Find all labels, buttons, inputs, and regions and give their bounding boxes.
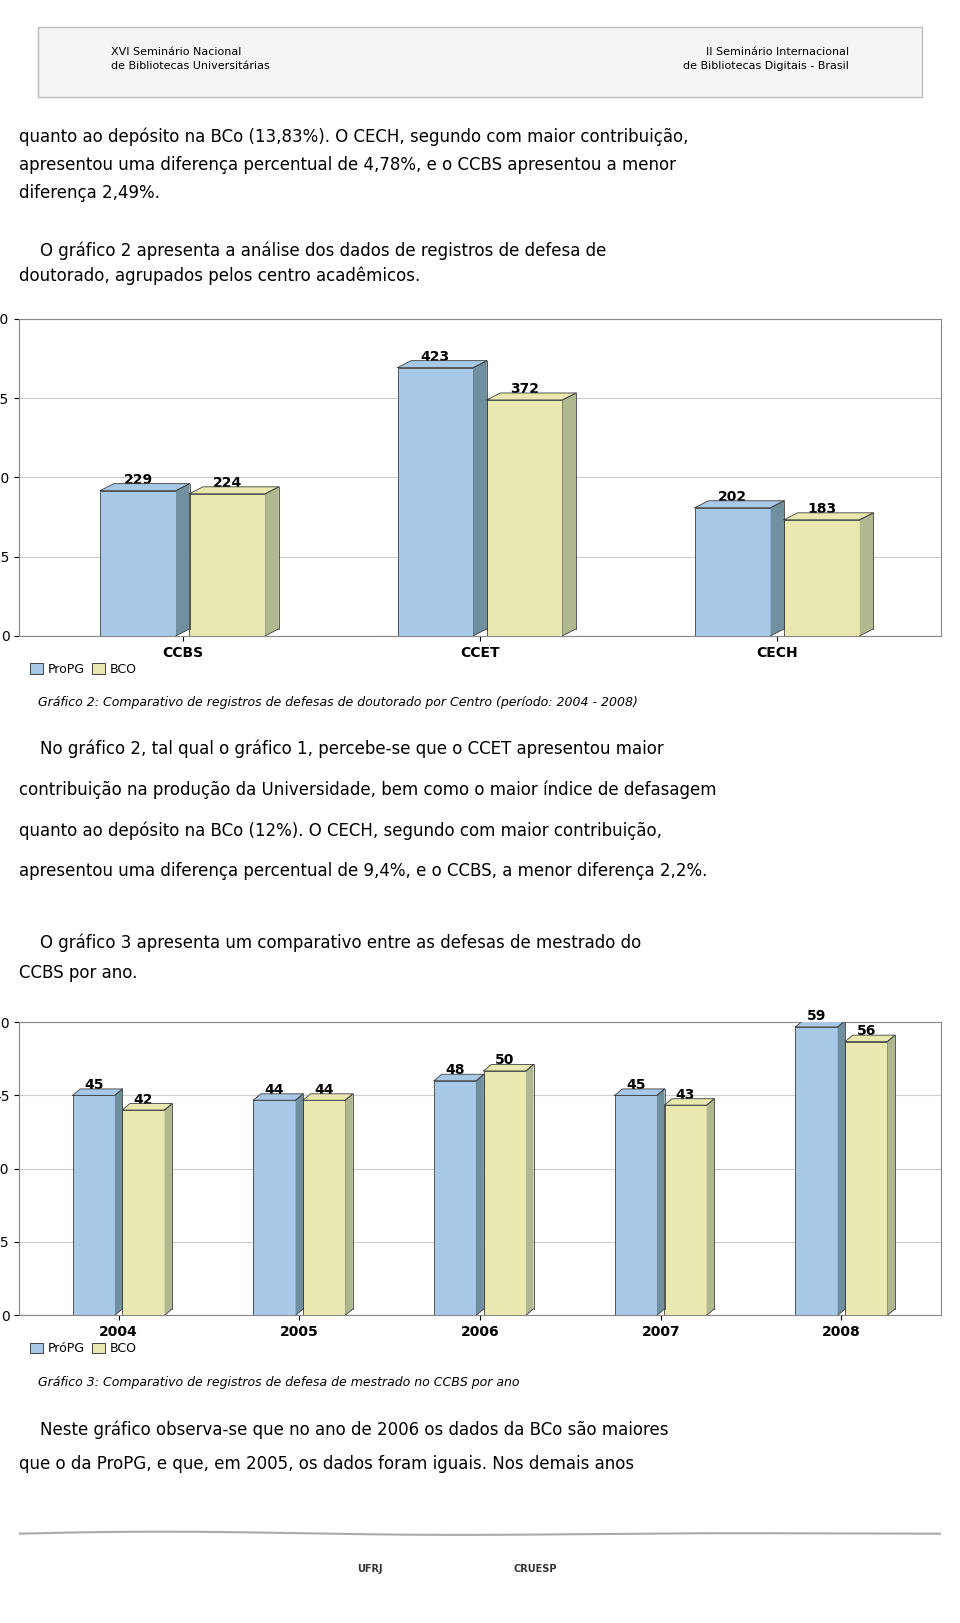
Text: Gráfico 2: Comparativo de registros de defesas de doutorado por Centro (período:: Gráfico 2: Comparativo de registros de d…	[37, 696, 637, 709]
Polygon shape	[796, 1021, 846, 1027]
Polygon shape	[771, 502, 784, 636]
Text: 224: 224	[213, 476, 242, 490]
Polygon shape	[265, 487, 278, 636]
Text: 59: 59	[806, 1010, 827, 1024]
Text: 372: 372	[510, 381, 540, 396]
Text: 56: 56	[856, 1024, 876, 1039]
Polygon shape	[526, 1065, 534, 1315]
Polygon shape	[164, 1104, 172, 1315]
Text: 202: 202	[718, 490, 747, 503]
Text: Gráfico 3: Comparativo de registros de defesa de mestrado no CCBS por ano: Gráfico 3: Comparativo de registros de d…	[37, 1376, 519, 1389]
Text: apresentou uma diferença percentual de 4,78%, e o CCBS apresentou a menor: apresentou uma diferença percentual de 4…	[19, 156, 676, 174]
Bar	[845, 1042, 887, 1315]
Bar	[73, 1096, 115, 1315]
Text: 423: 423	[420, 351, 450, 364]
Bar	[796, 1027, 838, 1315]
Polygon shape	[253, 1094, 303, 1100]
Polygon shape	[484, 1065, 534, 1071]
Text: UFRJ: UFRJ	[357, 1563, 382, 1574]
Polygon shape	[397, 360, 487, 367]
Polygon shape	[100, 484, 190, 490]
Polygon shape	[707, 1099, 714, 1315]
Bar	[397, 367, 473, 636]
Bar	[784, 519, 860, 636]
Text: 183: 183	[807, 502, 836, 516]
Bar	[122, 1110, 164, 1315]
Legend: ProPG, BCO: ProPG, BCO	[26, 657, 142, 682]
FancyBboxPatch shape	[37, 28, 923, 97]
Polygon shape	[887, 1035, 895, 1315]
Text: 44: 44	[314, 1083, 334, 1097]
Bar	[614, 1096, 657, 1315]
Bar	[303, 1100, 346, 1315]
Text: quanto ao depósito na BCo (12%). O CECH, segundo com maior contribuição,: quanto ao depósito na BCo (12%). O CECH,…	[19, 821, 662, 839]
Bar	[253, 1100, 296, 1315]
Bar	[189, 493, 265, 636]
Text: 43: 43	[676, 1087, 695, 1102]
Polygon shape	[695, 502, 784, 508]
Text: CCBS por ano.: CCBS por ano.	[19, 964, 137, 982]
Polygon shape	[614, 1089, 664, 1096]
Text: 42: 42	[133, 1092, 154, 1107]
Polygon shape	[838, 1021, 846, 1315]
Polygon shape	[73, 1089, 123, 1096]
Polygon shape	[845, 1035, 895, 1042]
Polygon shape	[303, 1094, 353, 1100]
Text: 45: 45	[84, 1078, 104, 1092]
Bar	[695, 508, 771, 636]
Text: No gráfico 2, tal qual o gráfico 1, percebe-se que o CCET apresentou maior: No gráfico 2, tal qual o gráfico 1, perc…	[19, 740, 664, 758]
Text: 48: 48	[445, 1063, 465, 1078]
Polygon shape	[860, 513, 874, 636]
Text: 50: 50	[495, 1053, 515, 1068]
Polygon shape	[476, 1074, 484, 1315]
Text: contribuição na produção da Universidade, bem como o maior índice de defasagem: contribuição na produção da Universidade…	[19, 781, 717, 799]
Text: O gráfico 3 apresenta um comparativo entre as defesas de mestrado do: O gráfico 3 apresenta um comparativo ent…	[19, 933, 641, 951]
Text: Neste gráfico observa-se que no ano de 2006 os dados da BCo são maiores: Neste gráfico observa-se que no ano de 2…	[19, 1420, 669, 1440]
Bar	[487, 399, 563, 636]
Polygon shape	[189, 487, 278, 493]
Text: 44: 44	[265, 1083, 284, 1097]
Text: 45: 45	[626, 1078, 646, 1092]
Text: XVI Seminário Nacional
de Bibliotecas Universitárias: XVI Seminário Nacional de Bibliotecas Un…	[111, 47, 270, 70]
Polygon shape	[664, 1099, 714, 1105]
Text: doutorado, agrupados pelos centro acadêmicos.: doutorado, agrupados pelos centro acadêm…	[19, 266, 420, 286]
Polygon shape	[296, 1094, 303, 1315]
Text: O gráfico 2 apresenta a análise dos dados de registros de defesa de: O gráfico 2 apresenta a análise dos dado…	[19, 242, 607, 260]
Polygon shape	[115, 1089, 123, 1315]
Polygon shape	[657, 1089, 664, 1315]
Legend: PróPG, BCO: PróPG, BCO	[26, 1337, 142, 1360]
Text: 229: 229	[124, 472, 153, 487]
Polygon shape	[487, 393, 576, 399]
Polygon shape	[784, 513, 874, 519]
Polygon shape	[473, 360, 487, 636]
Polygon shape	[176, 484, 190, 636]
Bar	[484, 1071, 526, 1315]
Text: II Seminário Internacional
de Bibliotecas Digitais - Brasil: II Seminário Internacional de Biblioteca…	[683, 47, 849, 70]
Bar	[100, 490, 176, 636]
Polygon shape	[563, 393, 576, 636]
Polygon shape	[346, 1094, 353, 1315]
Polygon shape	[122, 1104, 172, 1110]
Bar	[434, 1081, 476, 1315]
Text: quanto ao depósito na BCo (13,83%). O CECH, segundo com maior contribuição,: quanto ao depósito na BCo (13,83%). O CE…	[19, 128, 688, 146]
Text: apresentou uma diferença percentual de 9,4%, e o CCBS, a menor diferença 2,2%.: apresentou uma diferença percentual de 9…	[19, 862, 708, 880]
Text: que o da ProPG, e que, em 2005, os dados foram iguais. Nos demais anos: que o da ProPG, e que, em 2005, os dados…	[19, 1456, 635, 1474]
Bar	[664, 1105, 707, 1315]
Polygon shape	[434, 1074, 484, 1081]
Text: diferença 2,49%.: diferença 2,49%.	[19, 183, 160, 201]
Text: CRUESP: CRUESP	[514, 1563, 557, 1574]
